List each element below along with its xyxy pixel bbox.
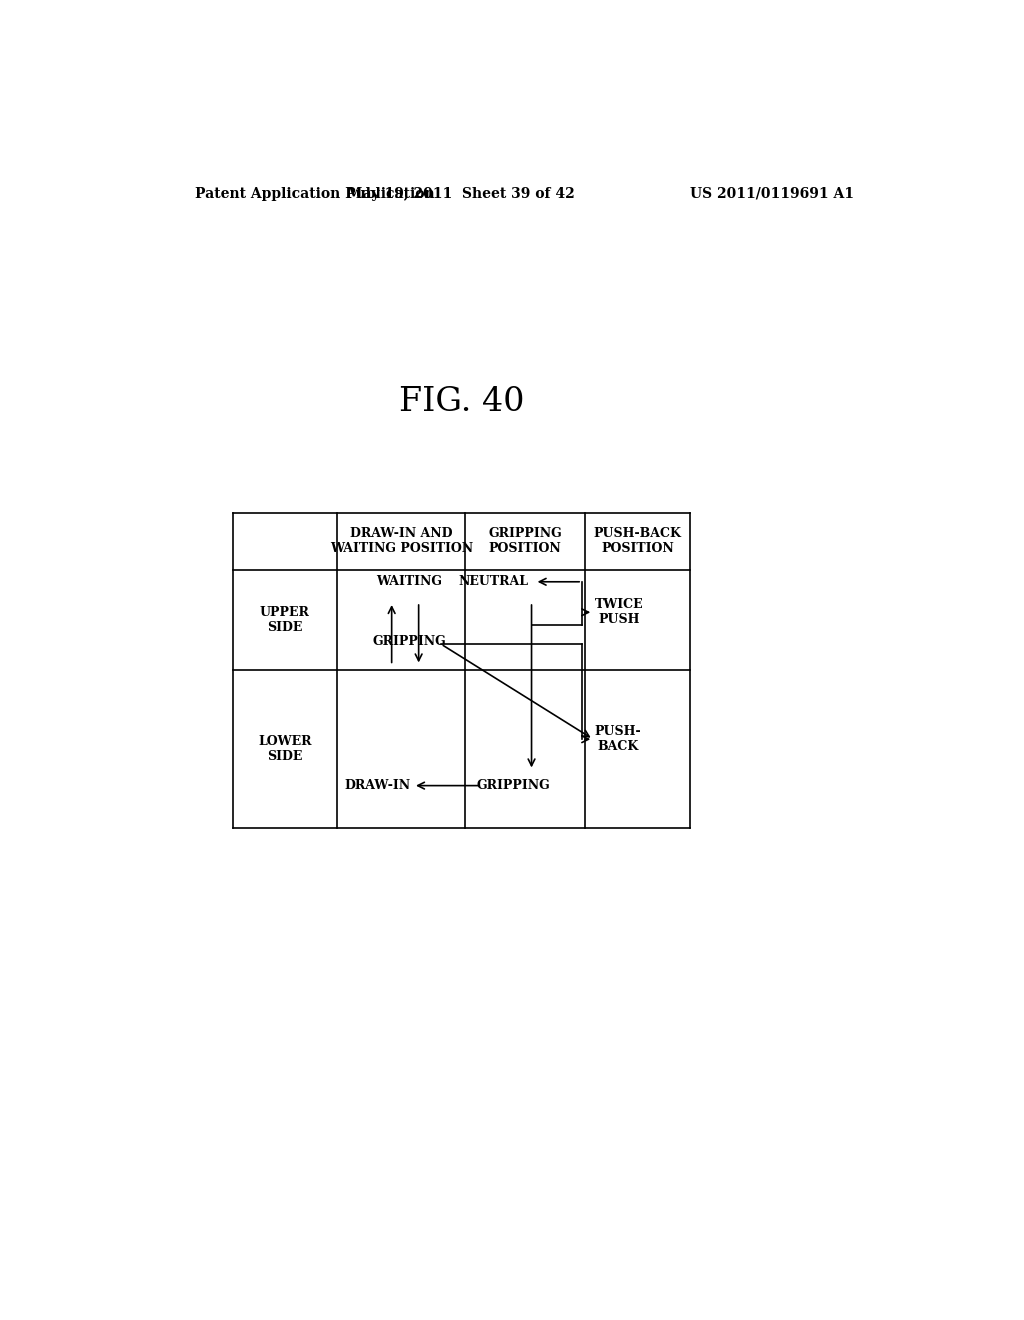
Text: PUSH-
BACK: PUSH- BACK [595, 725, 641, 754]
Text: GRIPPING: GRIPPING [373, 635, 446, 648]
Text: Patent Application Publication: Patent Application Publication [196, 187, 435, 201]
Text: UPPER
SIDE: UPPER SIDE [260, 606, 310, 635]
Text: TWICE
PUSH: TWICE PUSH [595, 598, 643, 626]
Text: NEUTRAL: NEUTRAL [459, 576, 528, 589]
Text: DRAW-IN: DRAW-IN [344, 779, 411, 792]
Text: GRIPPING: GRIPPING [476, 779, 550, 792]
Text: WAITING: WAITING [376, 576, 442, 589]
Text: FIG. 40: FIG. 40 [398, 387, 524, 418]
Text: LOWER
SIDE: LOWER SIDE [258, 735, 311, 763]
Text: US 2011/0119691 A1: US 2011/0119691 A1 [690, 187, 854, 201]
Text: GRIPPING
POSITION: GRIPPING POSITION [488, 528, 562, 556]
Text: May 19, 2011  Sheet 39 of 42: May 19, 2011 Sheet 39 of 42 [347, 187, 575, 201]
Text: DRAW-IN AND
WAITING POSITION: DRAW-IN AND WAITING POSITION [330, 528, 473, 556]
Text: PUSH-BACK
POSITION: PUSH-BACK POSITION [594, 528, 682, 556]
